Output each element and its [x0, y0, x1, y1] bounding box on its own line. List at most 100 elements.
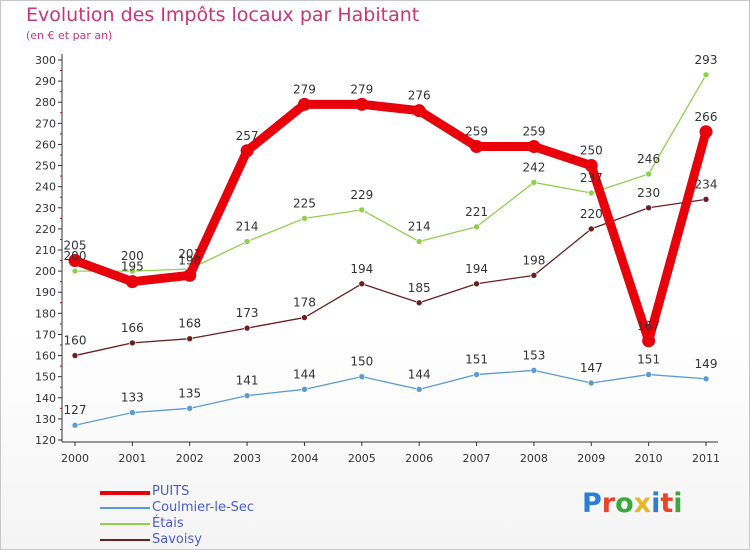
data-point	[473, 280, 480, 288]
legend-swatch-savoisy	[100, 539, 150, 541]
x-tick-label: 2004	[290, 452, 318, 465]
data-label: 195	[121, 260, 144, 274]
x-tick-label: 2007	[463, 452, 491, 465]
logo-letter: i	[673, 488, 683, 519]
data-point	[415, 386, 423, 393]
y-tick-label: 250	[35, 160, 56, 173]
data-label: 230	[637, 186, 660, 200]
data-label: 246	[637, 152, 660, 166]
data-label: 293	[695, 53, 718, 67]
data-label: 266	[695, 110, 718, 124]
data-point	[473, 223, 480, 231]
data-point	[243, 324, 251, 332]
data-point	[587, 379, 595, 387]
logo-letter: r	[601, 488, 616, 519]
data-label: 194	[465, 262, 488, 276]
data-label: 151	[637, 353, 660, 367]
y-tick-label: 220	[35, 223, 56, 236]
data-label: 198	[178, 253, 201, 267]
data-point	[530, 272, 538, 279]
data-point	[71, 421, 79, 429]
y-tick-label: 300	[35, 54, 56, 67]
data-label: 167	[637, 319, 660, 333]
data-point	[415, 299, 423, 307]
data-point	[186, 335, 194, 342]
data-point	[240, 144, 254, 158]
legend-swatch-etais	[100, 523, 150, 525]
y-tick-label: 140	[35, 392, 56, 405]
logo-letter: i	[651, 488, 661, 519]
data-label: 194	[350, 262, 373, 276]
data-point	[243, 238, 251, 245]
x-tick-label: 2008	[520, 452, 548, 465]
y-tick-label: 130	[35, 413, 56, 426]
data-label: 234	[695, 177, 718, 191]
legend-item-coulmier: Coulmier-le-Sec	[100, 500, 340, 516]
data-label: 144	[293, 367, 316, 381]
data-label: 200	[64, 249, 87, 263]
legend-swatch-puits	[100, 491, 150, 495]
data-label: 214	[236, 220, 259, 234]
y-tick-label: 240	[35, 181, 56, 194]
data-label: 201	[178, 247, 201, 261]
data-point	[699, 125, 713, 139]
x-tick-label: 2003	[233, 452, 261, 465]
data-point	[125, 275, 139, 289]
y-tick-label: 170	[35, 328, 56, 341]
data-point	[301, 215, 308, 222]
series-line-coulmierlesec	[74, 369, 707, 426]
y-tick-label: 150	[35, 371, 56, 384]
data-point	[129, 339, 136, 347]
data-point	[584, 159, 598, 173]
data-label: 242	[522, 160, 545, 174]
x-tick-label: 2006	[405, 452, 433, 465]
legend-label-coulmier: Coulmier-le-Sec	[152, 500, 255, 515]
x-tick-label: 2010	[635, 452, 663, 465]
legend-label-etais: Étais	[152, 516, 184, 531]
data-point	[642, 334, 656, 348]
data-point	[645, 371, 652, 378]
logo-letter: o	[615, 488, 634, 519]
y-tick-label: 190	[35, 286, 56, 299]
data-point	[587, 189, 595, 197]
data-label: 168	[178, 317, 201, 331]
proxiti-logo: Proxiti	[582, 488, 683, 519]
data-label: 173	[236, 306, 259, 320]
x-tick-label: 2005	[348, 452, 376, 465]
data-label: 279	[350, 82, 373, 96]
data-point	[301, 386, 308, 393]
data-point	[645, 204, 652, 212]
data-label: 257	[236, 129, 259, 143]
data-point	[530, 367, 538, 374]
data-point	[243, 392, 251, 399]
data-label: 147	[580, 361, 603, 375]
data-label: 141	[236, 374, 259, 388]
data-label: 214	[408, 220, 431, 234]
data-label: 153	[522, 348, 545, 362]
data-point	[415, 238, 423, 245]
data-label: 276	[408, 89, 431, 103]
data-label: 149	[695, 357, 718, 371]
y-tick-label: 260	[35, 138, 56, 151]
data-point	[186, 405, 194, 412]
data-point	[470, 140, 484, 154]
data-point	[129, 409, 136, 416]
data-point	[129, 267, 136, 275]
data-point	[702, 71, 710, 79]
chart-title: Evolution des Impôts locaux par Habitant	[26, 4, 420, 26]
data-point	[587, 225, 595, 233]
data-label: 178	[293, 296, 316, 310]
legend: PUITS Coulmier-le-Sec Étais Savoisy	[100, 484, 340, 548]
data-point	[645, 170, 652, 178]
data-point	[355, 97, 369, 111]
series-line-puits	[70, 99, 711, 346]
data-label: 220	[580, 207, 603, 221]
data-label: 133	[121, 391, 144, 405]
x-tick-label: 2000	[61, 452, 89, 465]
y-tick-label: 200	[35, 265, 56, 278]
data-label: 185	[408, 281, 431, 295]
data-label: 166	[121, 321, 144, 335]
data-label: 160	[64, 334, 87, 348]
data-point	[358, 280, 366, 288]
